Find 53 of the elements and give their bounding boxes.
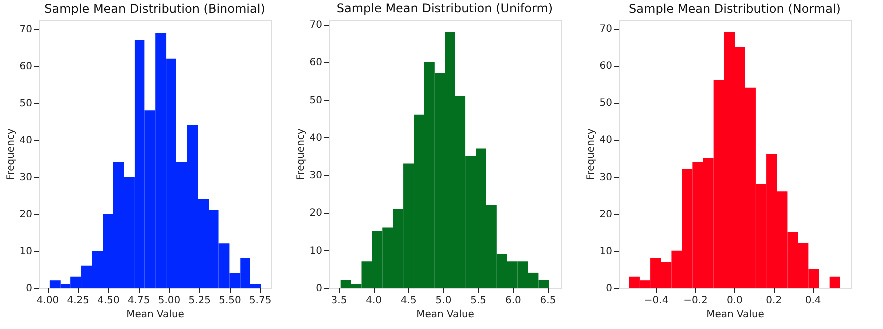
y-tick-label: 20 bbox=[600, 209, 612, 220]
y-tick-label: 70 bbox=[600, 24, 612, 36]
y-tick-label: 70 bbox=[20, 24, 32, 36]
x-tick-label: 5.25 bbox=[188, 296, 211, 306]
x-tick-label: 0.0 bbox=[726, 296, 743, 306]
x-tick-label: −0.4 bbox=[644, 296, 669, 306]
y-tick-label: 40 bbox=[20, 136, 32, 147]
y-tick-label: 20 bbox=[310, 208, 322, 220]
x-tick-label: 4.0 bbox=[366, 296, 382, 306]
y-tick-label: 60 bbox=[20, 62, 32, 73]
y-tick-label: 40 bbox=[600, 135, 612, 146]
y-axis-title: Frequency bbox=[6, 128, 17, 180]
y-tick-label: 10 bbox=[20, 246, 32, 258]
x-axis-title: Mean Value bbox=[416, 310, 474, 320]
y-tick-label: 30 bbox=[20, 172, 32, 184]
x-tick-label: 6.5 bbox=[540, 296, 556, 306]
x-axis-title: Mean Value bbox=[126, 310, 184, 320]
y-tick-label: 50 bbox=[310, 95, 322, 106]
x-tick-label: 4.25 bbox=[67, 296, 90, 306]
y-tick-label: 50 bbox=[20, 98, 32, 110]
x-tick-label: 0.4 bbox=[805, 296, 822, 306]
y-tick-label: 30 bbox=[310, 170, 322, 182]
y-tick-label: 10 bbox=[310, 246, 322, 257]
y-tick-label: 30 bbox=[600, 172, 612, 184]
y-axis-title: Frequency bbox=[296, 128, 307, 180]
x-tick-label: 4.50 bbox=[98, 296, 120, 306]
y-axis-title: Frequency bbox=[586, 128, 597, 180]
x-axis-title: Mean Value bbox=[706, 310, 764, 320]
x-tick-label: 4.5 bbox=[400, 296, 417, 306]
x-tick-label: 5.75 bbox=[249, 296, 272, 306]
x-tick-label: 5.0 bbox=[436, 296, 452, 306]
x-tick-label: 5.5 bbox=[470, 296, 487, 306]
y-tick-label: 70 bbox=[310, 20, 322, 32]
chart-title: Sample Mean Distribution (Binomial) bbox=[44, 2, 266, 16]
x-tick-label: 0.2 bbox=[766, 296, 782, 306]
y-tick-label: 0 bbox=[606, 284, 612, 294]
y-tick-label: 20 bbox=[20, 210, 32, 221]
x-tick-label: 5.00 bbox=[158, 296, 181, 306]
x-tick-label: 6.0 bbox=[505, 296, 522, 306]
chart-title: Sample Mean Distribution (Uniform) bbox=[336, 2, 554, 16]
y-tick-label: 40 bbox=[310, 132, 322, 144]
y-tick-label: 60 bbox=[600, 61, 612, 72]
y-tick-label: 50 bbox=[600, 98, 612, 110]
x-tick-label: −0.2 bbox=[684, 296, 708, 306]
x-tick-label: 4.75 bbox=[128, 296, 150, 306]
y-tick-label: 10 bbox=[600, 246, 612, 258]
y-tick-label: 0 bbox=[26, 284, 32, 294]
x-tick-label: 5.50 bbox=[219, 296, 242, 306]
y-tick-label: 60 bbox=[310, 58, 322, 69]
x-tick-label: 4.00 bbox=[36, 296, 60, 306]
x-tick-label: 3.5 bbox=[331, 296, 348, 306]
chart-title: Sample Mean Distribution (Normal) bbox=[629, 2, 841, 16]
y-tick-label: 0 bbox=[316, 284, 322, 294]
